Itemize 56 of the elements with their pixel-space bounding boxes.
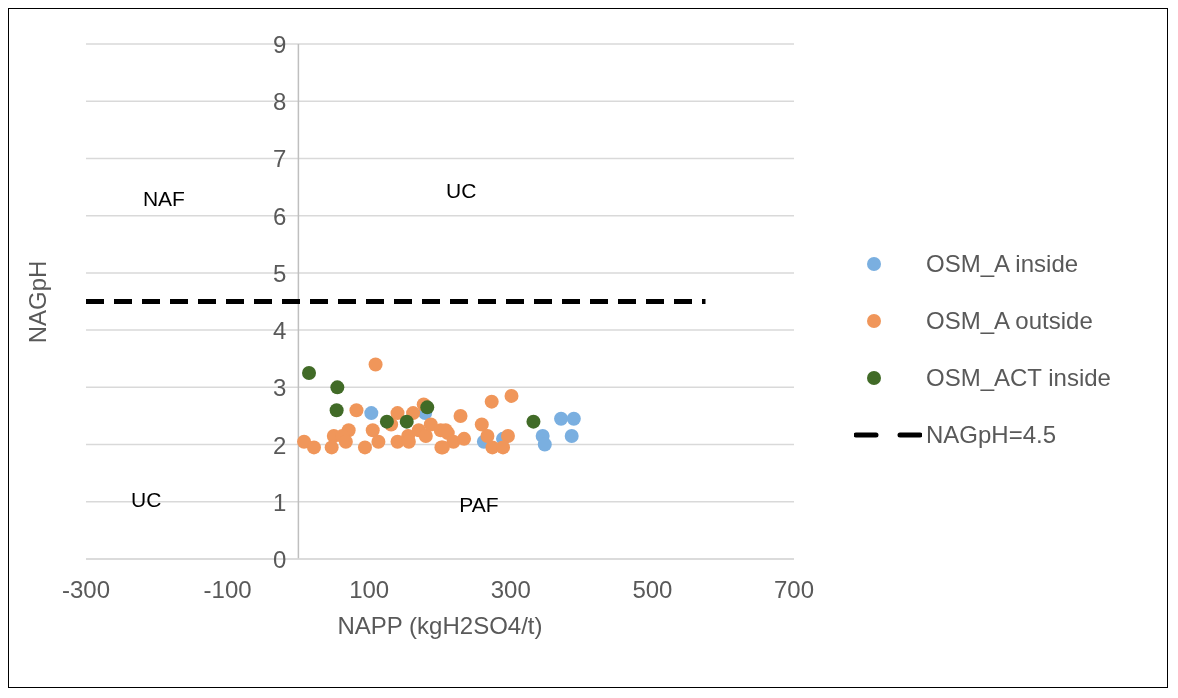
x-tick-label: -100: [203, 576, 252, 604]
point: [365, 423, 380, 438]
point: [554, 411, 569, 426]
y-tick-label: 1: [273, 488, 287, 516]
y-tick-label: 7: [273, 145, 287, 173]
point: [537, 437, 552, 452]
point: [453, 408, 468, 423]
annotation: PAF: [459, 492, 499, 517]
y-tick-label: 9: [273, 31, 287, 58]
point: [399, 414, 414, 429]
x-tick-label: -300: [61, 576, 111, 604]
point: [500, 428, 515, 443]
point: [566, 411, 581, 426]
y-tick-label: 8: [273, 88, 287, 116]
legend-label: NAGpH=4.5: [926, 420, 1057, 449]
point: [302, 366, 317, 381]
x-tick-label: 300: [490, 576, 531, 604]
y-tick-label: 5: [273, 259, 287, 287]
y-tick-label: 4: [273, 317, 287, 345]
point: [368, 357, 383, 372]
point: [504, 388, 519, 403]
point: [329, 403, 344, 418]
point: [379, 414, 394, 429]
legend-label: OSM_A inside: [926, 249, 1079, 278]
point: [484, 394, 499, 409]
annotation: UC: [446, 178, 477, 203]
annotation: UC: [131, 487, 162, 512]
point: [526, 414, 541, 429]
point: [371, 434, 386, 449]
point: [330, 380, 345, 395]
point: [349, 403, 364, 418]
point: [418, 428, 433, 443]
x-tick-label: 700: [773, 576, 815, 604]
point: [420, 400, 435, 415]
x-tick-label: 100: [349, 576, 390, 604]
y-tick-label: 0: [273, 546, 287, 573]
point: [306, 440, 321, 455]
point: [474, 417, 489, 432]
point: [297, 434, 312, 449]
point: [496, 440, 511, 455]
y-tick-label: 3: [273, 374, 287, 402]
x-axis-title: NAPP (kgH2SO4/t): [337, 612, 543, 640]
point: [324, 440, 339, 455]
y-axis-title: NAGpH: [24, 260, 52, 343]
point: [457, 431, 472, 446]
point: [390, 406, 405, 421]
point: [364, 406, 379, 421]
y-tick-label: 2: [273, 431, 287, 459]
annotation: NAF: [142, 186, 185, 211]
point: [357, 440, 372, 455]
legend-label: OSM_A outside: [926, 306, 1093, 335]
y-tick-label: 6: [273, 202, 287, 230]
point: [480, 428, 495, 443]
x-tick-label: 500: [632, 576, 673, 604]
point: [564, 428, 579, 443]
legend-label: OSM_ACT inside: [926, 363, 1111, 392]
